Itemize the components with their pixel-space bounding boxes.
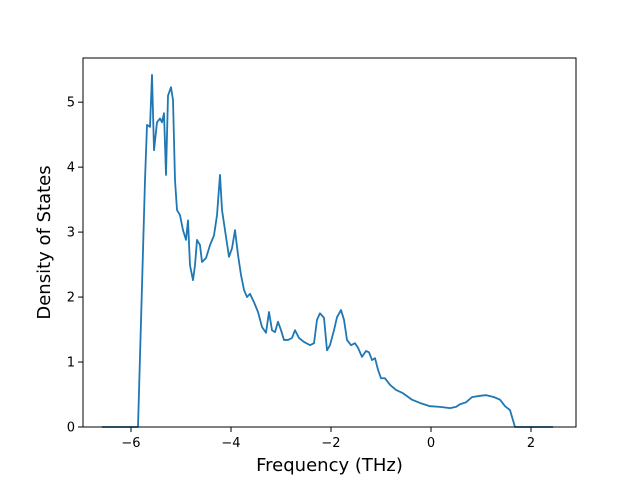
y-tick-label: 4 — [67, 161, 75, 176]
x-axis-label: Frequency (THz) — [256, 455, 403, 476]
y-axis-label: Density of States — [34, 165, 55, 319]
x-tick-label: −6 — [121, 436, 140, 451]
x-tick-label: −4 — [221, 436, 240, 451]
x-tick-label: 2 — [527, 436, 535, 451]
y-tick-label: 2 — [67, 291, 75, 306]
plot-frame — [82, 57, 577, 428]
x-tick-label: 0 — [427, 436, 435, 451]
y-tick-label: 0 — [67, 421, 75, 436]
y-tick-label: 1 — [67, 356, 75, 371]
x-tick-label: −2 — [321, 436, 340, 451]
y-tick-label: 5 — [67, 96, 75, 111]
y-tick-label: 3 — [67, 226, 75, 241]
data-line — [102, 73, 553, 428]
